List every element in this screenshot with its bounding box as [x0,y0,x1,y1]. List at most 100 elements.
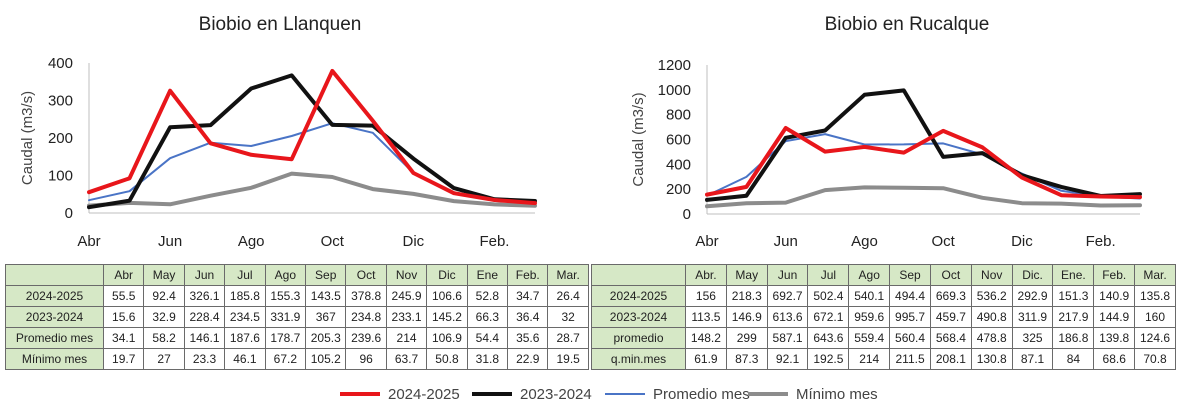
table-header-cell: Sep [889,264,931,286]
table-cell: 19.5 [547,348,589,370]
table-cell: 32 [547,306,589,328]
table-cell: 87.1 [1011,348,1054,370]
x-tick-label: Oct [321,233,345,250]
table-cell: 31.8 [466,348,509,370]
table-cell: 560.4 [889,327,931,349]
table-cell: 54.4 [466,327,509,349]
table-cell: 26.4 [547,285,589,307]
table-cell: 113.5 [685,306,727,328]
legend-label: 2023-2024 [520,385,592,403]
x-tick-label: Feb. [1086,233,1116,250]
table-cell: 96 [345,348,387,370]
x-tick-label: Ago [238,233,265,250]
table-cell: 494.4 [889,285,931,307]
table-cell: 139.8 [1093,327,1136,349]
x-tick-label: Oct [932,233,956,250]
table-cell: 587.1 [766,327,809,349]
legend-item-2024-2025: 2024-2025 [340,382,460,406]
table-cell: 299 [725,327,768,349]
table-cell: 156 [685,285,727,307]
table-cell: 66.3 [466,306,509,328]
table-corner-cell [591,264,686,286]
table-cell: 19.7 [102,348,145,370]
table-cell: 234.8 [345,306,387,328]
legend-item-2023-2024: 2023-2024 [472,382,592,406]
data-table-llanquen: Abr May Jun Jul Ago Sep Oct Nov Dic Ene Feb. Mar. 20… [5,264,589,370]
table-header-cell: May [143,264,185,286]
table-cell: 155.3 [264,285,307,307]
chart-title-rucalque: Biobio en Rucalque [824,14,990,35]
legend-label: Mínimo mes [796,385,878,403]
table-cell: 52.8 [466,285,509,307]
series-line-q-min-mes [705,185,1142,209]
table-header-cell: Dic [426,264,468,286]
table-cell: 68.6 [1093,348,1136,370]
table-cell: 28.7 [547,327,589,349]
table-cell: 23.3 [183,348,226,370]
y-tick-label: 800 [666,107,691,124]
x-tick-label: Abr [77,233,100,250]
table-cell: 50.8 [426,348,468,370]
y-axis-title: Caudal (m3/s) [630,92,647,186]
table-row: q.min.mes 61.9 87.3 92.1 192.5 214 211.5 208.1 1… [591,348,1176,370]
table-cell: 55.5 [102,285,145,307]
y-tick-label: 200 [666,181,691,198]
table-cell: 140.9 [1093,285,1136,307]
table-cell: 67.2 [264,348,307,370]
table-cell: 124.6 [1134,327,1176,349]
table-row: Promedio mes 34.1 58.2 146.1 187.6 178.7 205.3… [5,327,589,349]
table-cell: 35.6 [507,327,549,349]
table-row-label: q.min.mes [591,348,686,370]
table-cell: 185.8 [224,285,266,307]
y-tick-label: 300 [48,93,73,110]
table-header-cell: Dic. [1011,264,1054,286]
table-cell: 34.1 [102,327,145,349]
table-cell: 146.9 [725,306,768,328]
table-cell: 208.1 [929,348,972,370]
table-cell: 32.9 [143,306,185,328]
table-cell: 540.1 [848,285,891,307]
series-line-2023-2024 [87,73,537,210]
table-row: 2023-2024 15.6 32.9 228.4 234.5 331.9 367 234.8… [5,306,589,328]
table-header-cell: Abr. [685,264,727,286]
table-cell: 58.2 [143,327,185,349]
table-cell: 502.4 [807,285,850,307]
data-table-rucalque: Abr. May Jun Jul Ago Sep Oct Nov Dic. Ene. Feb. Mar… [591,264,1176,370]
table-cell: 143.5 [305,285,347,307]
table-corner-cell [5,264,104,286]
table-cell: 245.9 [385,285,428,307]
table-cell: 643.6 [807,327,850,349]
table-cell: 70.8 [1134,348,1176,370]
legend-swatch [340,392,380,396]
table-cell: 145.2 [426,306,468,328]
table-cell: 178.7 [264,327,307,349]
table-cell: 995.7 [889,306,931,328]
table-row-label: 2023-2024 [5,306,104,328]
table-cell: 211.5 [889,348,931,370]
table-cell: 669.3 [929,285,972,307]
table-cell: 205.3 [305,327,347,349]
table-row-label: promedio [591,327,686,349]
legend-label: 2024-2025 [388,385,460,403]
series-line-2024-2025 [705,126,1142,200]
table-cell: 367 [305,306,347,328]
table-header-cell: Nov [970,264,1013,286]
table-cell: 22.9 [507,348,549,370]
table-header-cell: Jun [766,264,809,286]
table-header-cell: May [725,264,768,286]
table-cell: 151.3 [1052,285,1095,307]
table-cell: 559.4 [848,327,891,349]
table-cell: 84 [1052,348,1095,370]
table-cell: 92.4 [143,285,185,307]
table-header-cell: Jul [807,264,850,286]
y-tick-label: 400 [666,156,691,173]
x-tick-label: Dic [1011,233,1033,250]
legend: 2024-2025 2023-2024 Promedio mes Mínimo … [0,382,1181,406]
legend-label: Promedio mes [653,385,750,403]
table-cell: 214 [385,327,428,349]
table-cell: 613.6 [766,306,809,328]
x-tick-label: Ago [851,233,878,250]
legend-item-minimo-mes: Mínimo mes [748,382,878,406]
table-row-label: Mínimo mes [5,348,104,370]
y-tick-label: 0 [65,205,73,222]
